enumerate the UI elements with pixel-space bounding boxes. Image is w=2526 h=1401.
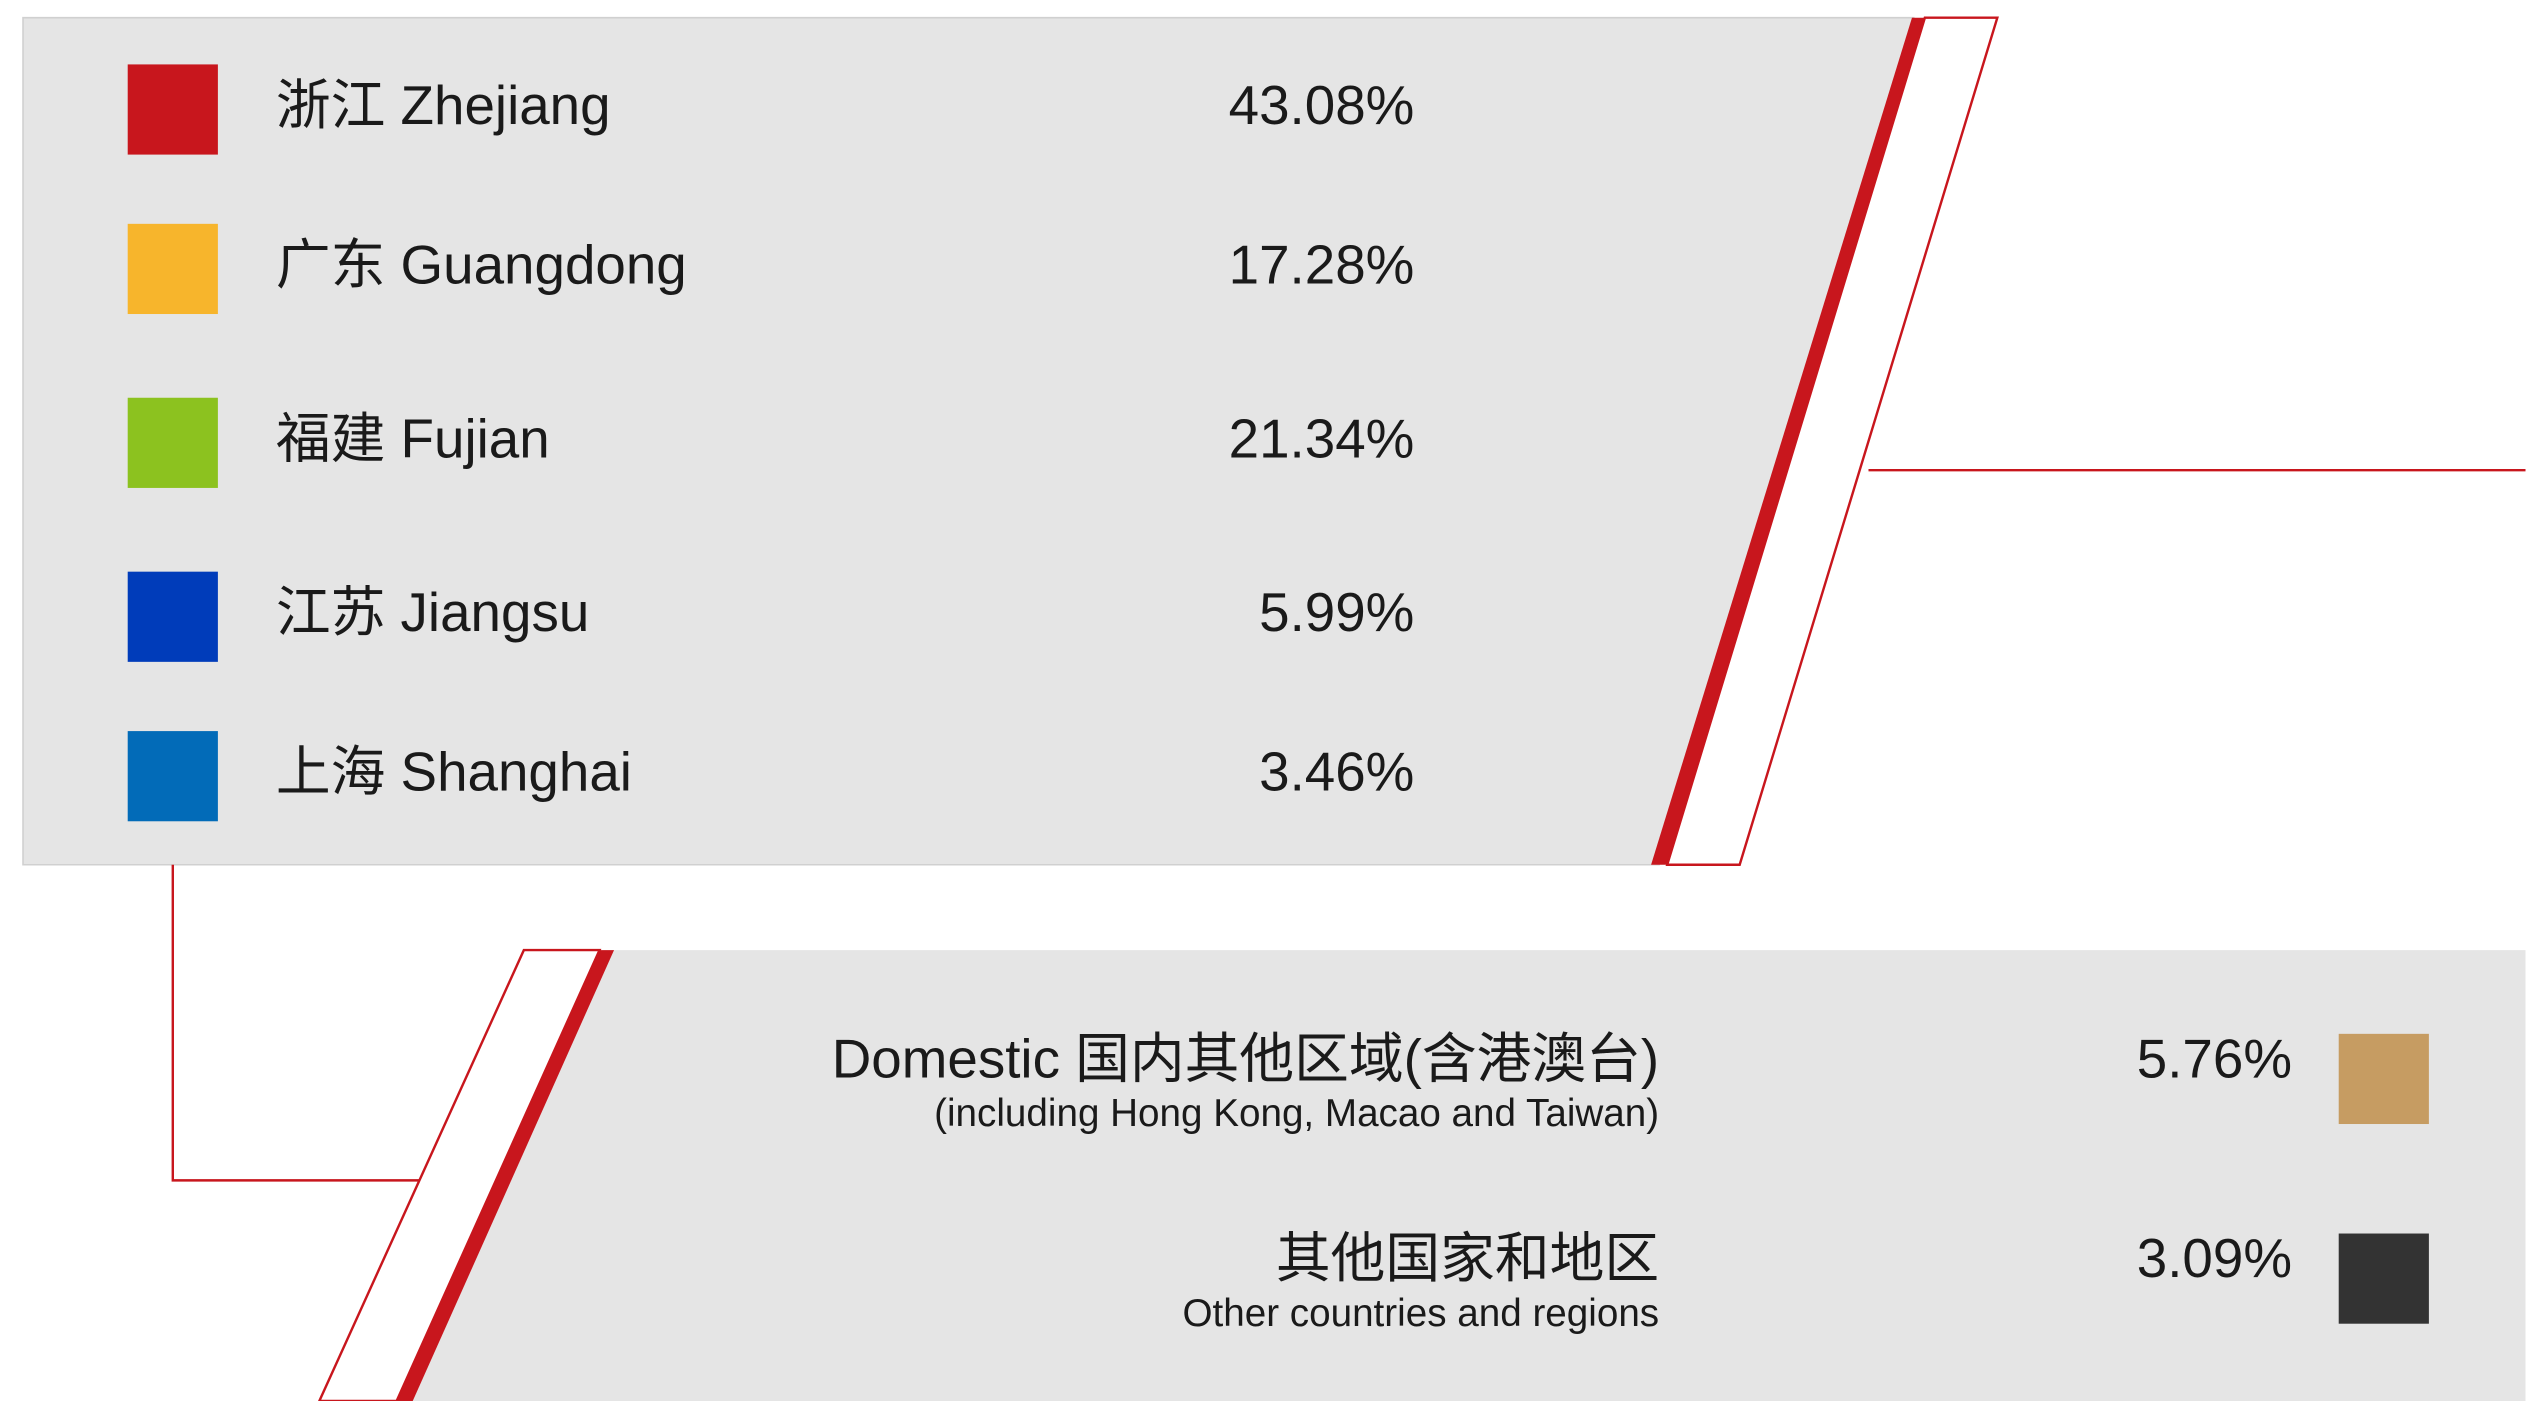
color-swatch [127, 223, 218, 315]
bottom-panel [412, 950, 2526, 1401]
item-value: 21.34% [1229, 407, 1415, 469]
red-stripe [1651, 17, 1925, 865]
item-label: 上海 Shanghai [276, 741, 632, 803]
item-label: 广东 Guangdong [276, 233, 687, 295]
color-swatch [2338, 1233, 2429, 1324]
outline-stripe [318, 948, 602, 1401]
item-value: 5.99% [1259, 581, 1414, 643]
item-label: 浙江 Zhejiang [276, 74, 611, 136]
item-value: 43.08% [1229, 74, 1415, 136]
color-swatch [127, 731, 218, 822]
item-label: Domestic 国内其他区域(含港澳台) [832, 1027, 1659, 1089]
red-stripe [395, 950, 615, 1401]
outline-stripe [1665, 16, 1999, 866]
item-sublabel: Other countries and regions [1182, 1292, 1659, 1335]
color-swatch [127, 64, 218, 155]
item-value: 5.76% [2137, 1027, 2292, 1089]
item-value: 17.28% [1229, 233, 1415, 295]
item-label: 福建 Fujian [276, 407, 550, 469]
item-value: 3.46% [1259, 741, 1414, 803]
item-label: 江苏 Jiangsu [276, 581, 589, 643]
connector-line [171, 864, 420, 1182]
color-swatch [2338, 1033, 2429, 1125]
item-sublabel: (including Hong Kong, Macao and Taiwan) [934, 1092, 1659, 1135]
item-value: 3.09% [2137, 1227, 2292, 1289]
item-label: 其他国家和地区 [1276, 1227, 1659, 1289]
color-swatch [127, 397, 218, 488]
color-swatch [127, 571, 218, 662]
